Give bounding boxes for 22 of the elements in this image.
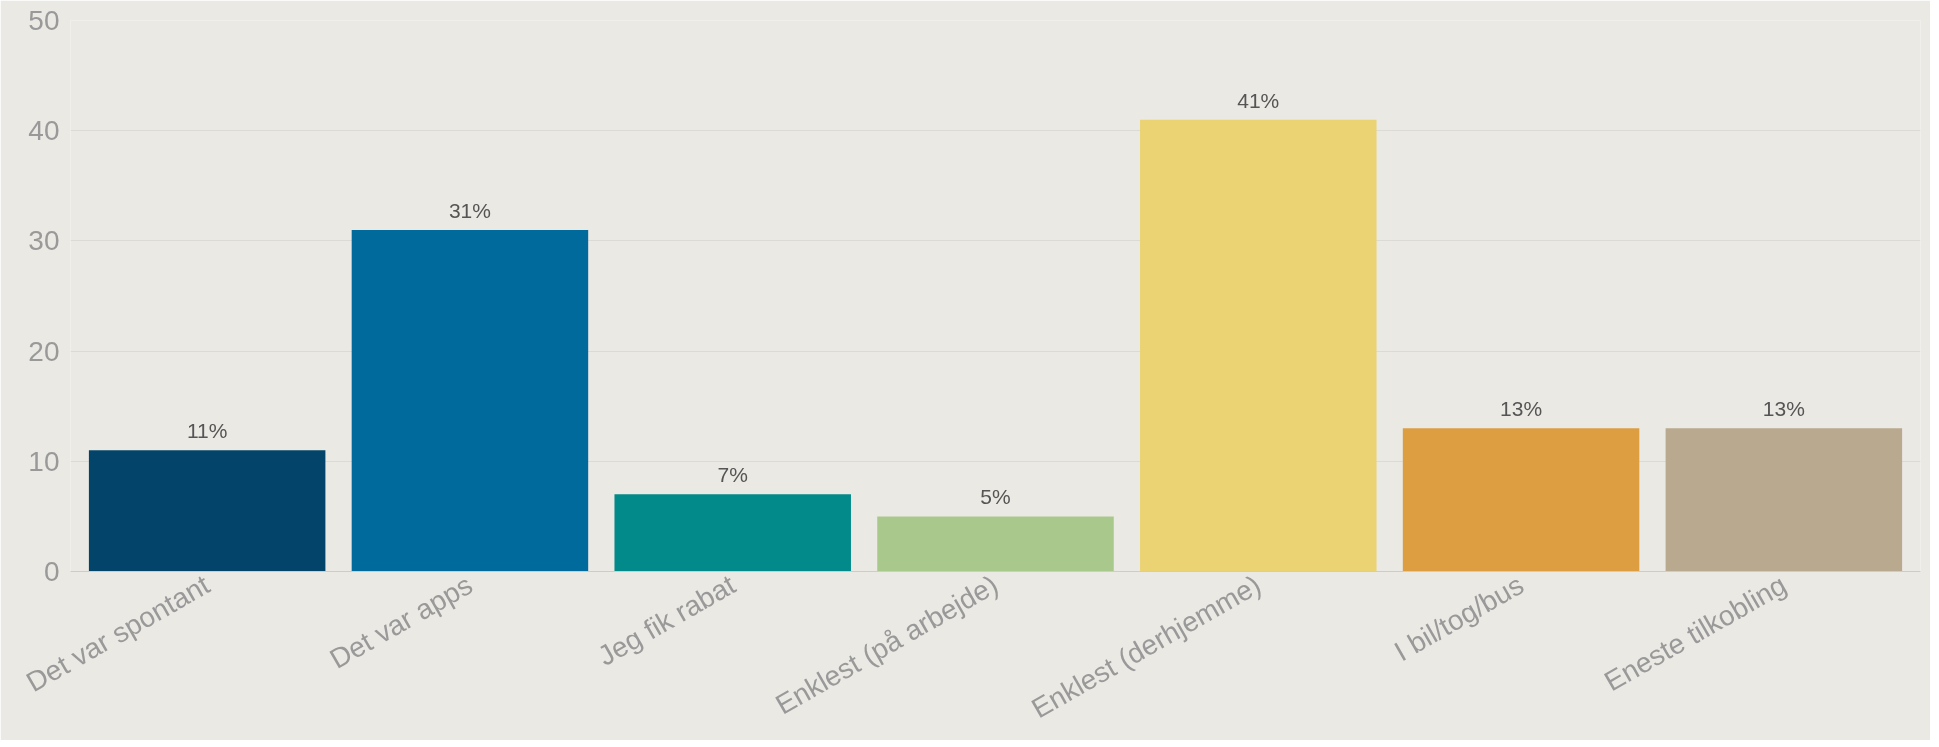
bar: [1140, 119, 1377, 572]
data-label: 5%: [980, 485, 1011, 509]
bar: [88, 450, 326, 572]
y-tick-label: 0: [43, 556, 60, 587]
x-tick-label: Jeg fik rabat: [592, 568, 741, 672]
data-label: 7%: [717, 463, 748, 487]
y-tick-label: 10: [28, 445, 60, 477]
bar: [614, 494, 851, 572]
data-label: 13%: [1500, 397, 1543, 421]
x-tick-label: Det var apps: [324, 569, 478, 675]
y-tick-label: 20: [28, 335, 60, 367]
bar: [1402, 428, 1640, 572]
data-label: 41%: [1237, 88, 1280, 112]
y-tick-label: 30: [28, 225, 60, 257]
data-label: 13%: [1762, 397, 1805, 421]
bar: [351, 229, 589, 572]
y-tick-label: 40: [28, 115, 60, 147]
bar: [877, 516, 1114, 572]
data-label: 11%: [186, 419, 228, 443]
data-label: 31%: [448, 198, 491, 222]
bar: [1665, 428, 1903, 572]
y-tick-label: 50: [28, 5, 60, 36]
